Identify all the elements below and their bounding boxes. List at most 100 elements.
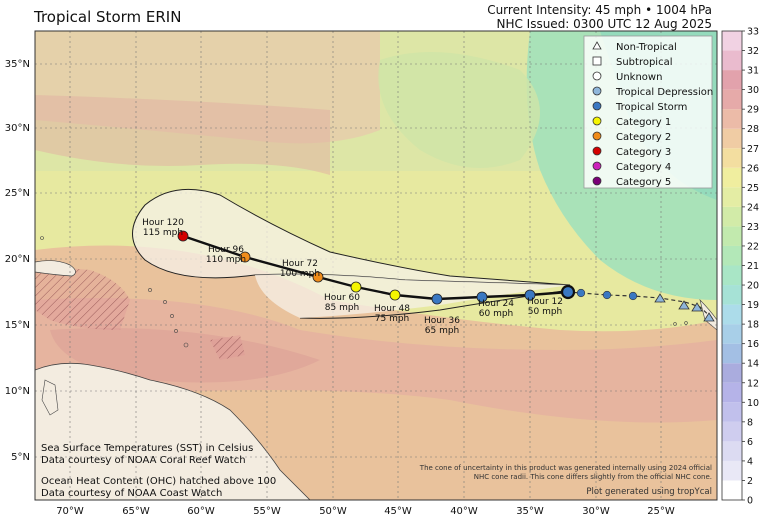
- legend-circle-icon: [592, 101, 602, 111]
- legend-label: Tropical Depression: [615, 87, 713, 98]
- lat-label: 30°N: [5, 123, 30, 134]
- data-notes: Sea Surface Temperatures (SST) in Celsiu…: [41, 443, 276, 499]
- colorbar-segment: [722, 89, 742, 110]
- legend-label: Category 2: [616, 132, 671, 143]
- colorbar-tick-label: 23: [747, 222, 759, 233]
- lon-label: 35°W: [516, 506, 544, 517]
- ohc-credit: Data courtesy of NOAA Coast Watch: [41, 488, 222, 499]
- lon-label: 25°W: [647, 506, 675, 517]
- past-storm-marker: [628, 291, 638, 301]
- svg-text:NHC cone radii. This cone diff: NHC cone radii. This cone differs slight…: [474, 473, 712, 481]
- colorbar-tick-label: 25: [747, 183, 759, 194]
- forecast-label: Hour 72 100 mph: [280, 259, 320, 279]
- forecast-label: Hour 120 115 mph: [142, 218, 184, 238]
- lat-label: 15°N: [5, 320, 30, 331]
- colorbar-tick-label: 6: [747, 437, 753, 448]
- sst-colorbar: 0246810121416181920212223242526272829303…: [721, 27, 759, 507]
- forecast-label: Hour 60 85 mph: [324, 293, 360, 313]
- colorbar-segment: [722, 167, 742, 188]
- colorbar-segment: [722, 441, 742, 461]
- colorbar-segment: [722, 148, 742, 168]
- colorbar-segment: [722, 50, 742, 71]
- legend-label: Tropical Storm: [615, 102, 687, 113]
- latitude-labels: 35°N 30°N 25°N 20°N 15°N 10°N 5°N: [5, 59, 30, 463]
- grid-lines: [35, 31, 717, 500]
- colorbar-tick-label: 14: [747, 359, 759, 370]
- lat-label: 25°N: [5, 188, 30, 199]
- sst-note: Sea Surface Temperatures (SST) in Celsiu…: [41, 443, 253, 454]
- lon-label: 50°W: [319, 506, 347, 517]
- legend-label: Category 3: [616, 147, 671, 158]
- lat-label: 5°N: [11, 452, 30, 463]
- lon-label: 65°W: [122, 506, 150, 517]
- colorbar-segment: [722, 343, 742, 364]
- ohc-note: Ocean Heat Content (OHC) hatched above 1…: [41, 476, 276, 487]
- issued-time: NHC Issued: 0300 UTC 12 Aug 2025: [496, 17, 712, 31]
- legend-square-icon: [592, 56, 602, 66]
- legend-circle-icon: [592, 116, 602, 126]
- colorbar-segment: [722, 226, 742, 246]
- past-storm-marker: [576, 288, 586, 298]
- legend-label: Non-Tropical: [616, 42, 677, 53]
- colorbar-tick-label: 16: [747, 339, 759, 350]
- forecast-labels: Hour 12 50 mph Hour 24 60 mph Hour 36 65 mph H…: [142, 218, 563, 336]
- past-nontropical-marker: [703, 312, 715, 322]
- forecast-label: Hour 96 110 mph: [206, 245, 246, 265]
- legend-label: Category 1: [616, 117, 671, 128]
- past-track: [567, 291, 713, 319]
- past-nontropical-marker: [678, 300, 690, 310]
- current-position-marker: [560, 284, 576, 300]
- colorbar-tick-label: 33: [747, 27, 759, 38]
- colorbar-tick-label: 10: [747, 398, 759, 409]
- colorbar-segment: [722, 480, 742, 500]
- colorbar-segment: [722, 363, 742, 383]
- storm-info: Current Intensity: 45 mph • 1004 hPa NHC…: [487, 3, 712, 31]
- lat-label: 35°N: [5, 59, 30, 70]
- colorbar-tick-label: 12: [747, 378, 759, 389]
- colorbar-segment: [722, 245, 742, 266]
- colorbar-tick-label: 31: [747, 66, 759, 77]
- lon-label: 55°W: [253, 506, 281, 517]
- colorbar-tick-label: 19: [747, 300, 759, 311]
- past-nontropical-marker: [654, 293, 666, 303]
- legend-circle-icon: [592, 176, 602, 186]
- colorbar-tick-label: 8: [747, 417, 753, 428]
- colorbar-segment: [722, 460, 742, 481]
- colorbar-segment: [722, 109, 742, 129]
- colorbar-segment: [722, 324, 742, 344]
- colorbar-tick-label: 4: [747, 456, 753, 467]
- legend-circle-icon: [592, 86, 602, 96]
- colorbar-segment: [722, 382, 742, 403]
- colorbar-segment: [722, 285, 742, 305]
- svg-text:The cone of uncertainty in thi: The cone of uncertainty in this product …: [419, 464, 712, 472]
- legend-circle-icon: [592, 146, 602, 156]
- colorbar-tick-label: 28: [747, 124, 759, 135]
- forecast-point-marker: [476, 291, 488, 303]
- plot-frame: [34, 30, 718, 501]
- colorbar-tick-label: 20: [747, 281, 759, 292]
- legend-label: Category 5: [616, 177, 671, 188]
- colorbar-tick-label: 0: [747, 496, 753, 507]
- colorbar-tick-label: 22: [747, 241, 759, 252]
- forecast-label: Hour 48 75 mph: [374, 304, 410, 324]
- sst-credit: Data courtesy of NOAA Coral Reef Watch: [41, 455, 246, 466]
- colorbar-segment: [722, 31, 742, 51]
- legend-label: Unknown: [616, 72, 662, 83]
- colorbar-tick-label: 27: [747, 144, 759, 155]
- colorbar-tick-label: 26: [747, 163, 759, 174]
- legend-triangle-icon: [592, 41, 602, 50]
- colorbar-tick-label: 29: [747, 105, 759, 116]
- colorbar-segment: [722, 265, 742, 286]
- lon-label: 30°W: [582, 506, 610, 517]
- lon-label: 70°W: [56, 506, 84, 517]
- lat-label: 10°N: [5, 386, 30, 397]
- legend: Non-Tropical Subtropical Unknown Tropical D…: [583, 35, 713, 189]
- longitude-labels: 70°W 65°W 60°W 55°W 50°W 45°W 40°W 35°W 30°W 25°W: [56, 506, 675, 517]
- colorbar-tick-label: 30: [747, 85, 759, 96]
- current-intensity: Current Intensity: 45 mph • 1004 hPa: [487, 3, 712, 17]
- past-storm-marker: [602, 290, 612, 300]
- colorbar-tick-label: 21: [747, 261, 759, 272]
- colorbar-tick-label: 24: [747, 202, 759, 213]
- colorbar-segment: [722, 421, 742, 442]
